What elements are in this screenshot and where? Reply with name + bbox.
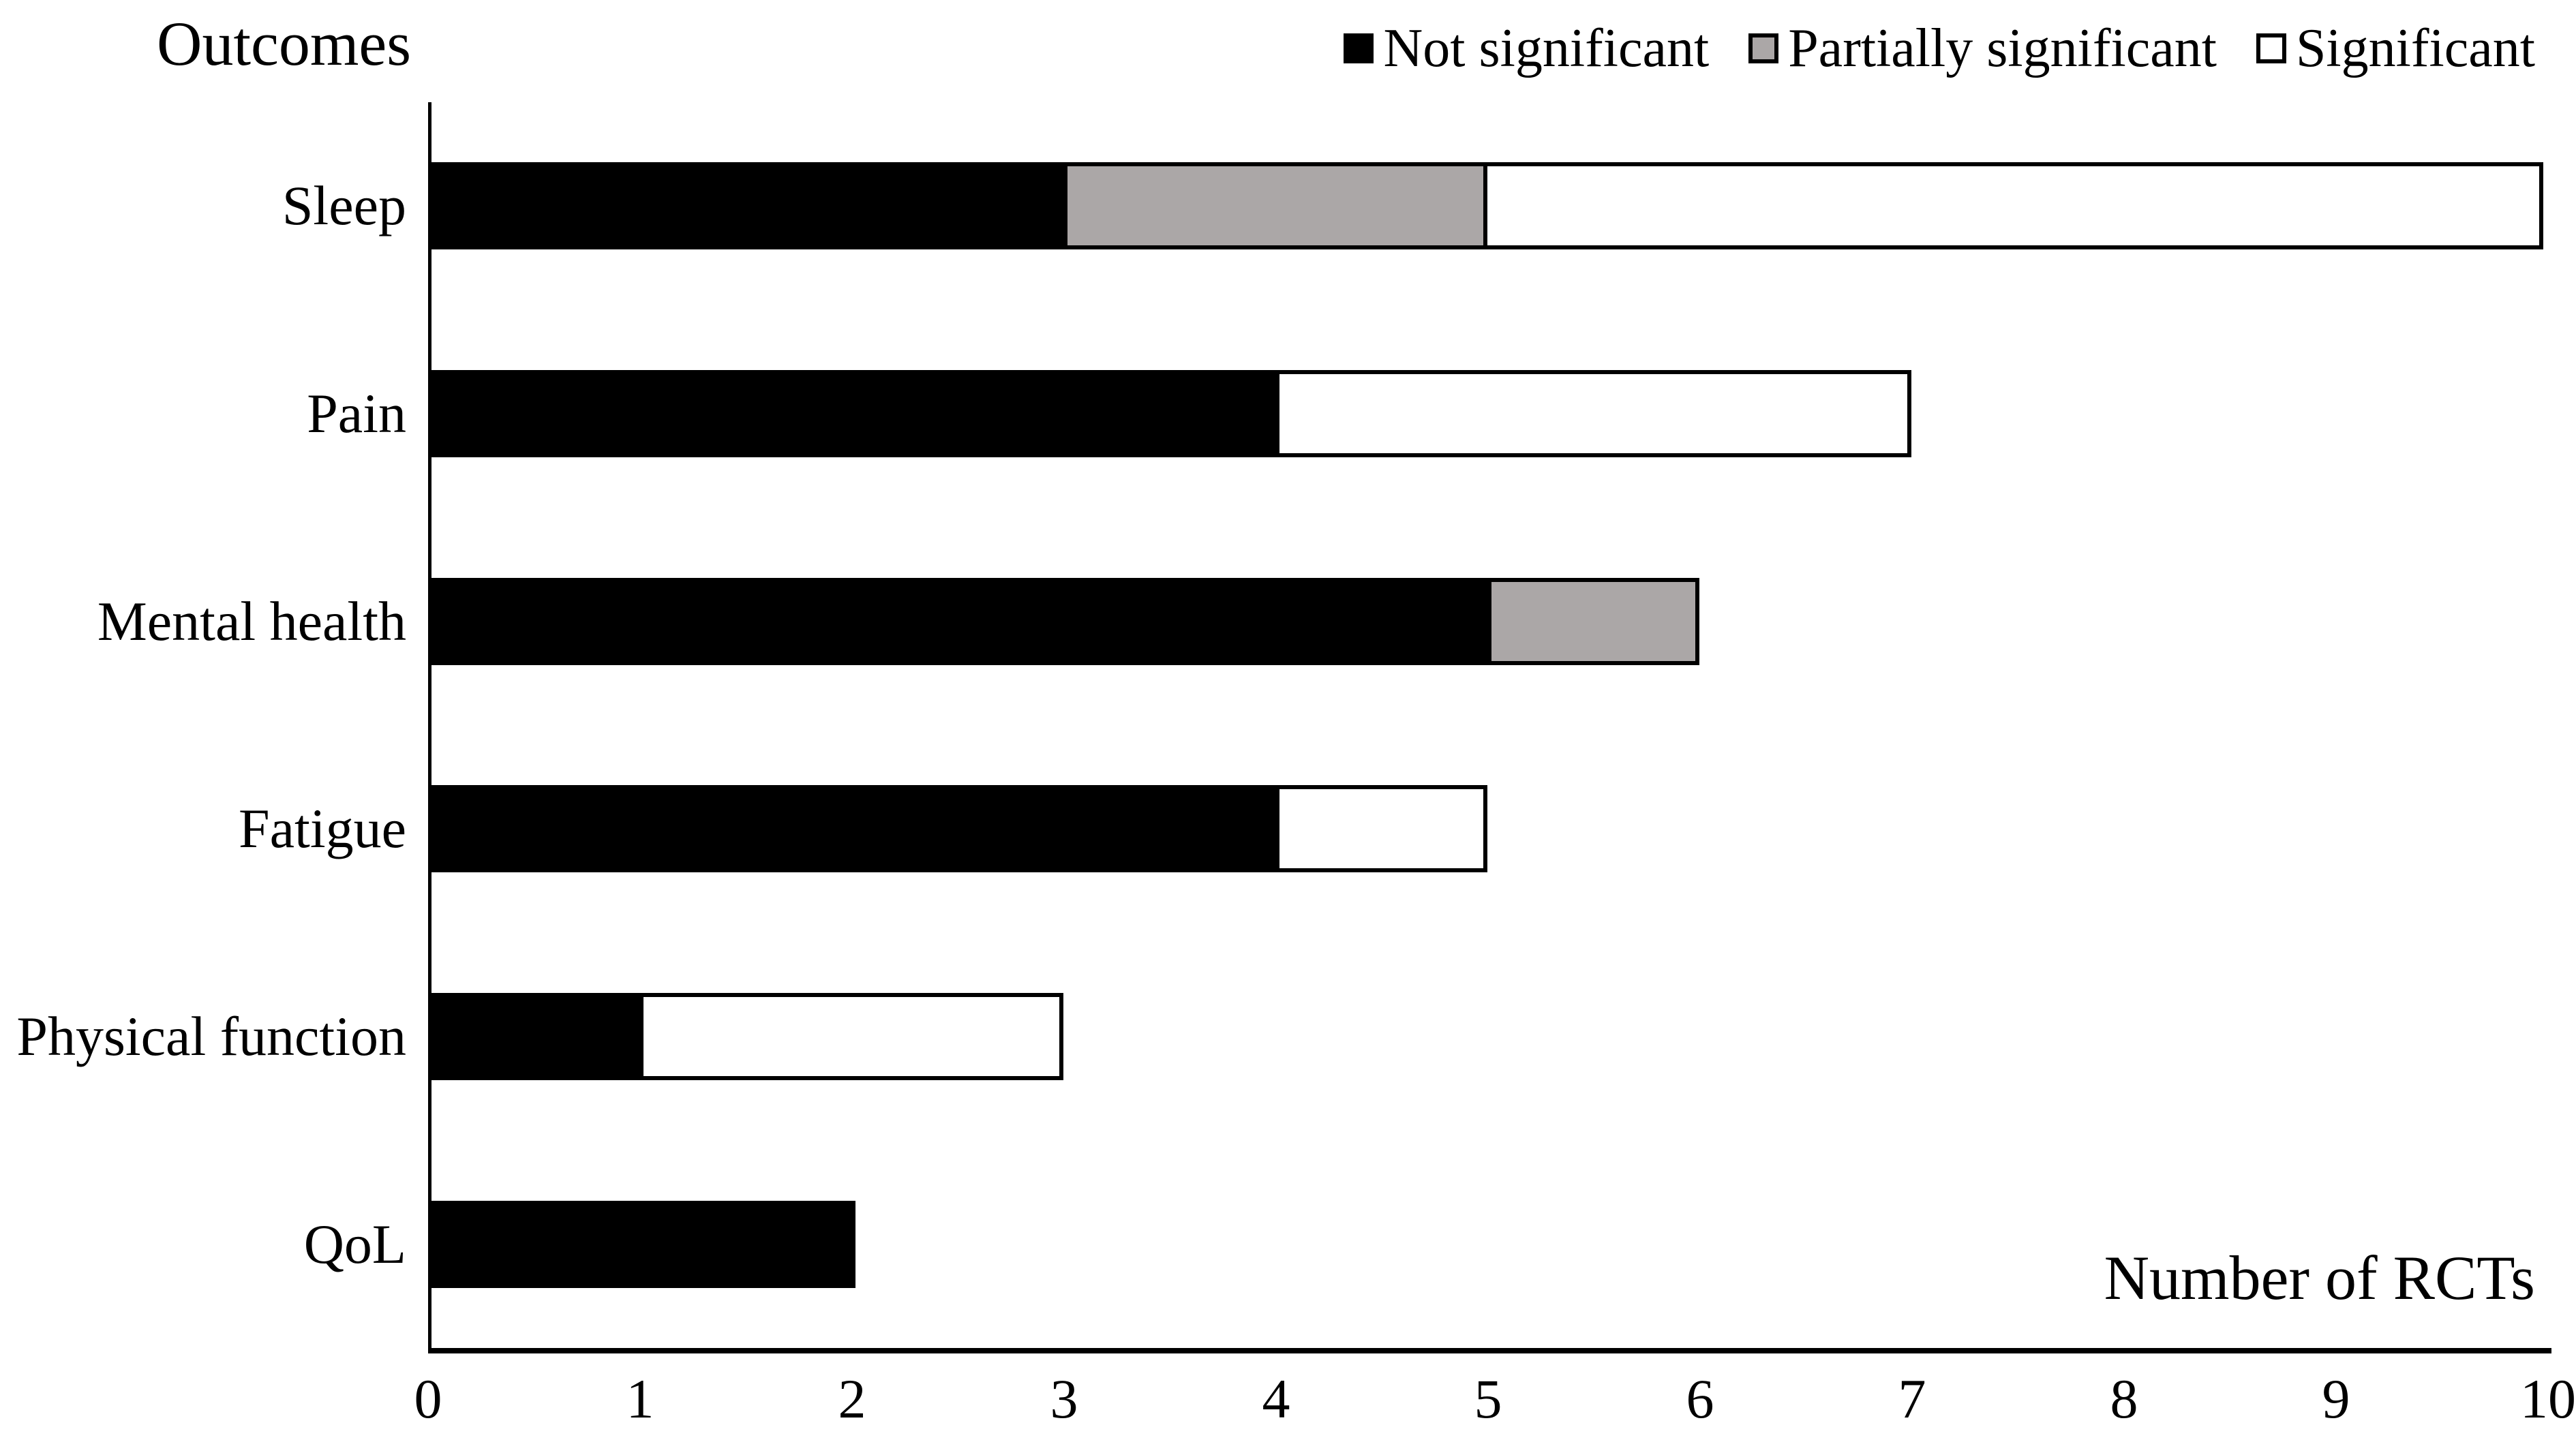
category-label: Mental health <box>97 589 406 652</box>
chart-row <box>431 933 2551 1141</box>
chart-row <box>431 517 2551 725</box>
legend: Not significant Partially significant Si… <box>1344 11 2535 86</box>
bar-segment <box>1063 162 1487 250</box>
bar-segment <box>431 369 1279 457</box>
x-tick-label: 6 <box>1686 1368 1714 1430</box>
stacked-bar <box>431 1200 2551 1288</box>
x-axis-label: Number of RCTs <box>2104 1243 2535 1313</box>
stacked-bar <box>431 369 2551 457</box>
bar-segment <box>1275 785 1487 873</box>
chart-row <box>431 102 2551 310</box>
chart-row <box>431 725 2551 933</box>
x-tick-label: 5 <box>1474 1368 1502 1430</box>
x-tick-label: 1 <box>626 1368 654 1430</box>
x-tick-label: 10 <box>2520 1368 2576 1430</box>
legend-label-partially-significant: Partially significant <box>1788 18 2217 78</box>
chart-row <box>431 1140 2551 1348</box>
x-tick-label: 3 <box>1050 1368 1078 1430</box>
legend-item-significant: Significant <box>2256 18 2535 80</box>
chart-title: Outcomes <box>157 9 412 78</box>
bar-segment <box>431 1200 855 1288</box>
category-label: QoL <box>303 1212 406 1275</box>
legend-label-not-significant: Not significant <box>1383 18 1710 78</box>
legend-label-significant: Significant <box>2295 18 2535 78</box>
chart-row <box>431 310 2551 518</box>
category-label: Pain <box>307 382 406 444</box>
stacked-bar <box>431 577 2551 665</box>
category-label: Physical function <box>16 1005 406 1067</box>
x-axis-ticks: 0 1 2 3 4 5 6 7 8 9 10 <box>414 1368 2576 1439</box>
bar-segment <box>431 785 1279 873</box>
stacked-bar <box>431 992 2551 1080</box>
bar-segment <box>431 162 1067 250</box>
bar-segment <box>431 992 643 1080</box>
category-label: Fatigue <box>239 797 406 860</box>
legend-item-partially-significant: Partially significant <box>1748 18 2217 80</box>
bar-segment <box>1487 577 1699 665</box>
x-tick-label: 7 <box>1898 1368 1926 1430</box>
category-label: Sleep <box>282 174 406 237</box>
x-tick-label: 9 <box>2322 1368 2350 1430</box>
plot-area <box>428 102 2551 1353</box>
bar-segment <box>639 992 1063 1080</box>
x-tick-label: 2 <box>838 1368 866 1430</box>
legend-item-not-significant: Not significant <box>1344 18 1709 80</box>
x-tick-label: 4 <box>1262 1368 1290 1430</box>
y-axis-category-labels: Sleep Pain Mental health Fatigue Physical fu… <box>0 102 406 1348</box>
x-tick-label: 0 <box>414 1368 442 1430</box>
bar-segment <box>1483 162 2543 250</box>
x-tick-label: 8 <box>2110 1368 2138 1430</box>
legend-swatch-significant <box>2256 33 2286 63</box>
bar-segment <box>1275 369 1911 457</box>
stacked-bar <box>431 162 2551 250</box>
bar-segment <box>431 577 1491 665</box>
stacked-bar <box>431 785 2551 873</box>
legend-swatch-partially-significant <box>1748 33 1779 63</box>
legend-swatch-not-significant <box>1344 33 1374 63</box>
